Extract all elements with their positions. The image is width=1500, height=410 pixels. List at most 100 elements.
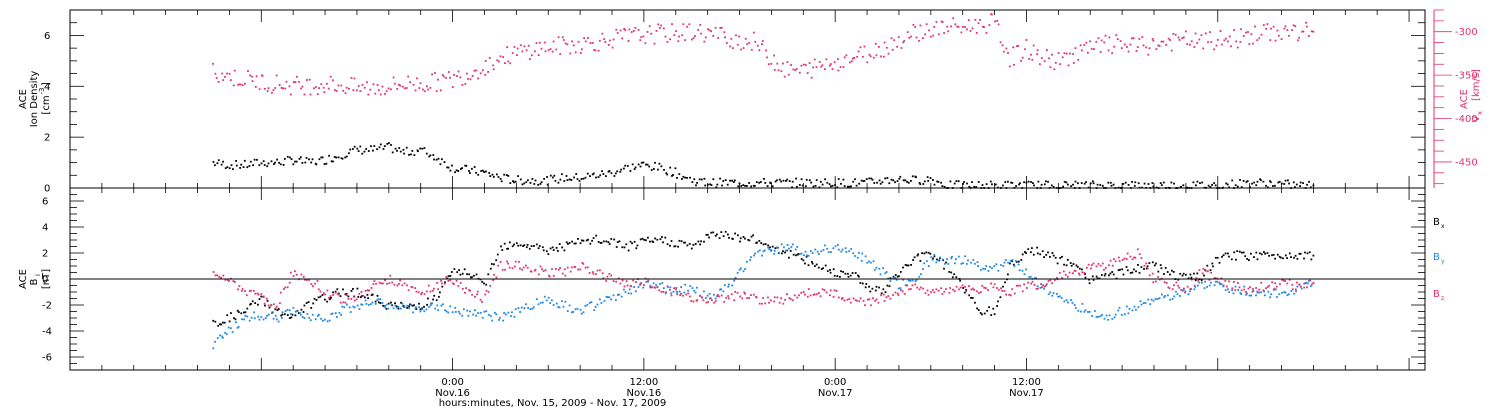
density-point [388, 142, 390, 144]
vx-point [644, 42, 647, 45]
by-point [463, 308, 465, 311]
vx-point [258, 88, 261, 91]
density-point [1180, 186, 1182, 188]
vx-point [714, 26, 717, 29]
bx-point [1140, 266, 1143, 268]
density-point [396, 149, 398, 152]
density-axis-title: ACE Ion Density [cm-3] [18, 71, 52, 128]
bz-point [675, 287, 678, 289]
density-point [425, 152, 428, 155]
bz-point [511, 267, 514, 270]
bx-point [342, 288, 344, 291]
bz-point [548, 274, 550, 277]
by-point [594, 306, 597, 308]
bx-point [1092, 279, 1095, 281]
bx-point [997, 300, 999, 303]
by-point [1220, 283, 1223, 286]
by-point [1036, 285, 1039, 288]
density-point [814, 185, 817, 187]
vx-point [1069, 52, 1071, 55]
bx-point [629, 240, 632, 243]
bz-point [1051, 282, 1053, 285]
bx-point [276, 309, 279, 311]
density-point [896, 180, 899, 182]
density-point [868, 177, 871, 180]
bx-point [1163, 273, 1165, 275]
density-point [443, 161, 446, 163]
density-point [619, 170, 622, 173]
by-point [942, 258, 944, 261]
bx-point [1145, 267, 1148, 270]
density-point [858, 182, 860, 185]
vx-point [405, 87, 408, 89]
bz-point [750, 294, 752, 296]
vx-point [964, 26, 966, 28]
bz-point [680, 292, 682, 295]
vx-point [426, 85, 428, 88]
density-point [1040, 183, 1043, 186]
bz-point [723, 300, 726, 303]
bz-point [1173, 284, 1175, 287]
density-point [402, 148, 405, 151]
bz-point [973, 289, 976, 291]
bx-point [493, 263, 495, 266]
vx-point [298, 80, 300, 83]
bx-point [898, 275, 900, 278]
bz-point [1097, 263, 1100, 265]
bz-point [519, 267, 521, 270]
bz-point [625, 280, 628, 282]
bx-point [236, 309, 239, 312]
bz-point [601, 272, 604, 275]
by-point [689, 285, 692, 287]
bx-point [874, 289, 877, 292]
bz-point [924, 292, 927, 295]
by-point [1099, 315, 1102, 318]
density-point [340, 157, 343, 160]
density-point [1253, 181, 1255, 184]
bx-point [727, 233, 729, 236]
vx-point [535, 42, 538, 44]
bz-point [1306, 286, 1308, 289]
bx-point [503, 242, 506, 245]
vx-tick-label: -400 [1455, 114, 1478, 125]
density-point [356, 147, 359, 150]
vx-point [1155, 48, 1158, 50]
density-point [774, 180, 777, 183]
by-point [750, 256, 752, 259]
by-point [584, 305, 587, 307]
by-point [1161, 293, 1163, 296]
density-point [940, 181, 942, 184]
bz-point [707, 301, 709, 303]
density-point [994, 183, 997, 186]
bz-point [796, 296, 799, 299]
bz-point [398, 283, 400, 285]
by-point [267, 313, 270, 316]
by-point [353, 306, 356, 309]
density-point [428, 155, 431, 158]
density-point [657, 168, 659, 171]
vx-point [1252, 42, 1254, 45]
bx-point [851, 272, 854, 274]
by-point [479, 311, 482, 314]
bz-point [481, 301, 483, 303]
bz-point [492, 279, 495, 282]
by-point [1272, 289, 1275, 291]
density-point [216, 162, 219, 165]
vx-point [385, 90, 388, 93]
by-point [483, 310, 486, 313]
bz-point [214, 274, 217, 277]
density-point [278, 161, 280, 164]
by-point [1103, 317, 1106, 320]
by-point [1263, 290, 1265, 293]
bx-point [1100, 274, 1103, 276]
vx-point [350, 77, 353, 79]
vx-point [820, 65, 823, 68]
density-point [357, 150, 360, 152]
bx-point [613, 238, 616, 241]
bx-point [618, 240, 621, 243]
by-point [436, 304, 439, 307]
bx-point [522, 245, 524, 247]
vx-point [1189, 43, 1191, 46]
density-point [863, 180, 866, 182]
bz-point [273, 303, 275, 306]
